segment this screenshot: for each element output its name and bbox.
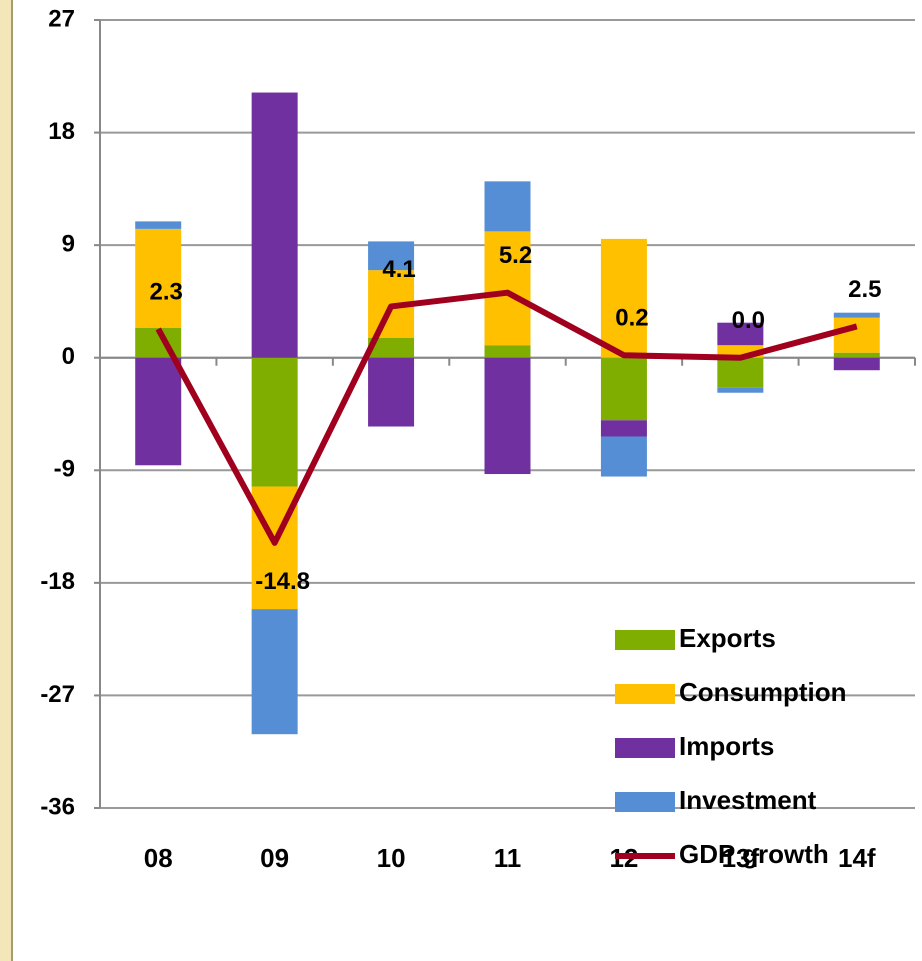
legend-label: Consumption (679, 677, 847, 707)
bar (484, 231, 531, 346)
y-tick-label: -36 (40, 793, 75, 820)
bar (135, 221, 182, 229)
bar (600, 420, 647, 437)
legend-label: Investment (679, 785, 817, 815)
bar (135, 357, 182, 466)
bar (717, 387, 764, 393)
bar (833, 352, 880, 358)
legend-swatch (615, 738, 675, 758)
data-label: 2.3 (150, 278, 183, 305)
data-label: 2.5 (848, 276, 881, 303)
bar (251, 609, 298, 735)
x-tick-label: 10 (377, 843, 406, 873)
legend-label: GDP growth (679, 839, 829, 869)
legend-swatch (615, 792, 675, 812)
gdp-line (155, 289, 858, 546)
y-tick-label: 18 (48, 118, 75, 145)
bar (833, 317, 880, 353)
legend-swatch (615, 630, 675, 650)
bar (368, 337, 415, 358)
y-tick-label: -18 (40, 568, 75, 595)
bar (717, 357, 764, 388)
data-label: 0.0 (732, 307, 765, 334)
bar (484, 181, 531, 232)
bar (833, 357, 880, 371)
bar (368, 357, 415, 427)
bar (600, 357, 647, 421)
legend-label: Exports (679, 623, 776, 653)
bar (251, 92, 298, 358)
bar (717, 322, 764, 346)
x-tick-label: 08 (144, 843, 173, 873)
legend-label: Imports (679, 731, 774, 761)
y-tick-label: 9 (62, 230, 75, 257)
y-tick-label: -9 (54, 456, 75, 483)
legend-swatch (615, 684, 675, 704)
data-label: 4.1 (382, 256, 415, 283)
y-tick-label: 27 (48, 5, 75, 32)
y-tick-label: 0 (62, 343, 75, 370)
data-label: 5.2 (499, 242, 532, 269)
bar (135, 228, 182, 328)
x-tick-label: 14f (838, 843, 876, 873)
bar (600, 238, 647, 358)
x-tick-label: 11 (494, 843, 522, 873)
data-label: -14.8 (255, 568, 310, 595)
bar (251, 357, 298, 487)
bar (600, 436, 647, 477)
bar (484, 345, 531, 358)
x-tick-label: 09 (260, 843, 289, 873)
data-label: 0.2 (615, 305, 648, 332)
y-tick-label: -27 (40, 681, 75, 708)
bar (484, 357, 531, 475)
bar (368, 241, 415, 271)
x-tick-label: 13f (722, 843, 760, 873)
left-strip (0, 0, 12, 961)
bar (833, 312, 880, 318)
